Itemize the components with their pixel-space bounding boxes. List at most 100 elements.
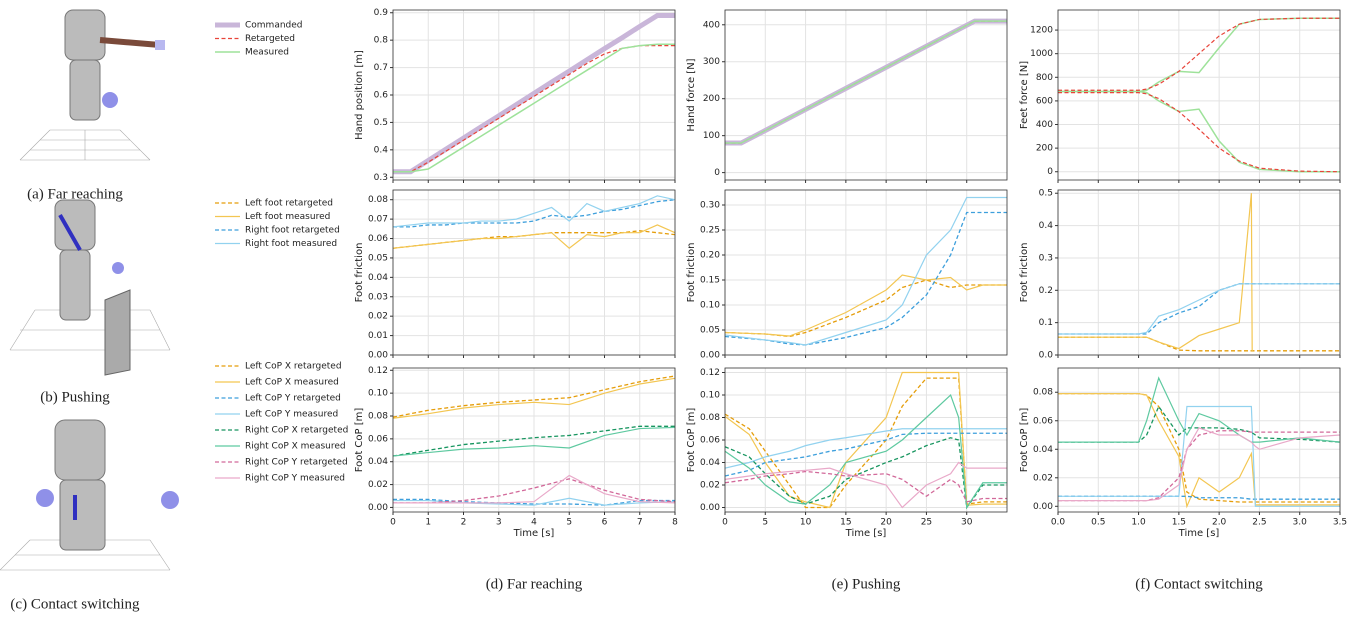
legend-label: Right CoP Y retargeted	[245, 458, 348, 468]
y-tick-label: 0.8	[374, 36, 389, 46]
series-line	[725, 428, 1007, 469]
figure-caption: (a) Far reaching	[27, 186, 123, 202]
legend-label: Right CoP Y measured	[245, 474, 345, 484]
chart: 0 200 400 600 800 1000 1200 Feet force [N]	[1019, 9, 1341, 183]
y-axis-label: Foot friction	[354, 243, 365, 303]
legend-label: Left CoP X retargeted	[245, 362, 342, 372]
x-tick-label: 30	[961, 518, 973, 528]
robot-b	[9, 199, 171, 376]
y-tick-label: 0.9	[374, 8, 389, 18]
y-tick-label: 0.5	[374, 118, 388, 128]
y-tick-label: 0.08	[1033, 388, 1053, 398]
series-line	[1058, 336, 1340, 352]
figure-caption: (c) Contact switching	[10, 596, 140, 612]
y-tick-label: 800	[1036, 73, 1053, 83]
x-tick-label: 1.5	[1172, 518, 1186, 528]
x-tick-label: 1.0	[1131, 518, 1146, 528]
plot-frame	[724, 367, 1008, 513]
plot-frame	[392, 367, 676, 513]
y-tick-label: 0.00	[368, 503, 388, 513]
chart: 0.0 0.1 0.2 0.3 0.4 0.5 Foot friction	[1019, 189, 1341, 361]
y-tick-label: 0.06	[700, 436, 720, 446]
y-tick-label: 0.08	[700, 413, 720, 423]
series-line	[725, 18, 1007, 146]
series-line	[725, 393, 1007, 510]
series-line	[1058, 376, 1340, 443]
series-line	[1058, 90, 1340, 173]
x-tick-label: 6	[602, 518, 608, 528]
series-line	[1058, 405, 1340, 443]
legend-label: Measured	[245, 48, 289, 58]
y-tick-label: 0	[1047, 167, 1053, 177]
y-tick-label: 0.5	[1039, 189, 1053, 199]
y-tick-label: 0.15	[700, 276, 720, 286]
y-tick-label: 0.20	[700, 251, 720, 261]
y-tick-label: 0.05	[700, 326, 720, 336]
series-line	[725, 371, 1007, 509]
series-line	[393, 425, 675, 457]
chart: 0.00 0.01 0.02 0.03 0.04 0.05 0.06 0.07 0.08 Foot…	[354, 189, 676, 361]
x-tick-label: 2.5	[1252, 518, 1266, 528]
legend-label: Right CoP X retargeted	[245, 426, 348, 436]
y-axis-label: Hand position [m]	[354, 50, 365, 140]
robot-images	[0, 9, 179, 571]
series-line	[1058, 495, 1340, 500]
x-axis-label: Time [s]	[845, 528, 887, 539]
legend-label: Left CoP X measured	[245, 378, 339, 388]
x-tick-label: 0.0	[1051, 518, 1066, 528]
series-line	[725, 20, 1007, 144]
series-line	[1058, 405, 1340, 507]
robot-c	[0, 419, 179, 571]
y-tick-label: 200	[703, 94, 720, 104]
chart: 0 100 200 300 400 Hand force [N]	[686, 9, 1008, 183]
chart: 0.0 0.5 1.0 1.5 2.0 2.5 3.0 3.5 0.00 0.02 0.04 0.06…	[1019, 367, 1347, 592]
x-tick-label: 2	[461, 518, 467, 528]
y-tick-label: 0	[714, 168, 720, 178]
y-tick-label: 0.10	[368, 389, 388, 399]
x-tick-label: 0.5	[1091, 518, 1105, 528]
y-tick-label: 0.07	[368, 215, 388, 225]
chart-caption: (f) Contact switching	[1135, 576, 1263, 592]
y-tick-label: 0.3	[374, 173, 388, 183]
series-line	[725, 461, 1007, 509]
legend-label: Right CoP X measured	[245, 442, 346, 452]
y-tick-label: 0.4	[1039, 221, 1054, 231]
y-tick-label: 0.05	[368, 253, 388, 263]
x-tick-label: 5	[762, 518, 768, 528]
y-tick-label: 0.12	[700, 368, 720, 378]
legend-label: Right foot retargeted	[245, 226, 340, 236]
y-tick-label: 300	[703, 57, 720, 67]
series-line	[1058, 427, 1340, 502]
y-tick-label: 0.1	[1039, 318, 1053, 328]
chart-caption: (d) Far reaching	[486, 576, 583, 592]
y-tick-label: 200	[1036, 144, 1053, 154]
y-tick-label: 0.06	[1033, 416, 1053, 426]
y-tick-label: 0.2	[1039, 286, 1053, 296]
series-line	[393, 199, 675, 228]
plot-frame	[392, 189, 676, 356]
x-tick-label: 0	[722, 518, 728, 528]
y-tick-label: 0.10	[700, 301, 720, 311]
series-line	[393, 474, 675, 504]
y-tick-label: 0.04	[368, 457, 388, 467]
x-tick-label: 5	[566, 518, 572, 528]
x-axis-label: Time [s]	[1178, 528, 1220, 539]
series-line	[1058, 17, 1340, 91]
series-line	[1058, 393, 1340, 509]
legend-label: Right foot measured	[245, 239, 337, 249]
x-tick-label: 7	[637, 518, 643, 528]
y-tick-label: 0.7	[374, 63, 388, 73]
chart: 0 5 10 15 20 25 30 0.00 0.02 0.04 0.06 0.08 0.10 0.12…	[686, 367, 1008, 592]
x-tick-label: 15	[840, 518, 851, 528]
series-line	[725, 432, 1007, 477]
x-tick-label: 4	[531, 518, 537, 528]
y-tick-label: 100	[703, 131, 720, 141]
series-line	[1058, 283, 1340, 335]
y-tick-label: 0.3	[1039, 253, 1053, 263]
series-line	[393, 195, 675, 228]
series-line	[393, 375, 675, 418]
y-tick-label: 400	[1036, 120, 1053, 130]
y-tick-label: 0.06	[368, 234, 388, 244]
series-line	[393, 377, 675, 419]
